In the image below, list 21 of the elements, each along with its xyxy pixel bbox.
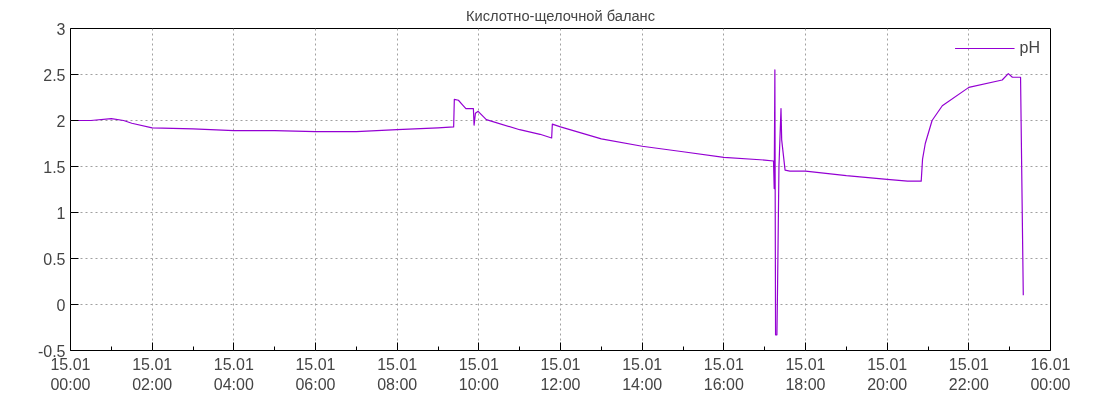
- x-tick-label: 16.01 00:00: [1030, 355, 1071, 393]
- x-tick-label: 15.01 04:00: [213, 355, 254, 393]
- y-tick-label: 3: [56, 20, 66, 38]
- x-tick-label: 15.01 18:00: [785, 355, 826, 393]
- legend-label: pH: [1019, 39, 1040, 57]
- x-tick-label: 15.01 12:00: [540, 355, 581, 393]
- y-tick-label: 2.5: [43, 66, 66, 84]
- x-tick-label: 15.01 22:00: [948, 355, 989, 393]
- y-tick-label: 0.5: [43, 250, 66, 268]
- y-tick-label: 0: [56, 296, 66, 314]
- y-tick-label: 1: [56, 204, 66, 222]
- x-tick-label: 15.01 16:00: [703, 355, 744, 393]
- y-tick-label: 1.5: [43, 158, 66, 176]
- x-tick-label: 15.01 02:00: [132, 355, 173, 393]
- x-tick-label: 15.01 14:00: [622, 355, 663, 393]
- x-tick-label: 15.01 08:00: [377, 355, 418, 393]
- x-tick-label: 15.01 10:00: [458, 355, 499, 393]
- y-tick-label: 2: [56, 112, 66, 130]
- x-tick-label: 15.01 20:00: [867, 355, 908, 393]
- chart-title: Кислотно-щелочной баланс: [465, 7, 656, 24]
- x-tick-label: 15.01 06:00: [295, 355, 336, 393]
